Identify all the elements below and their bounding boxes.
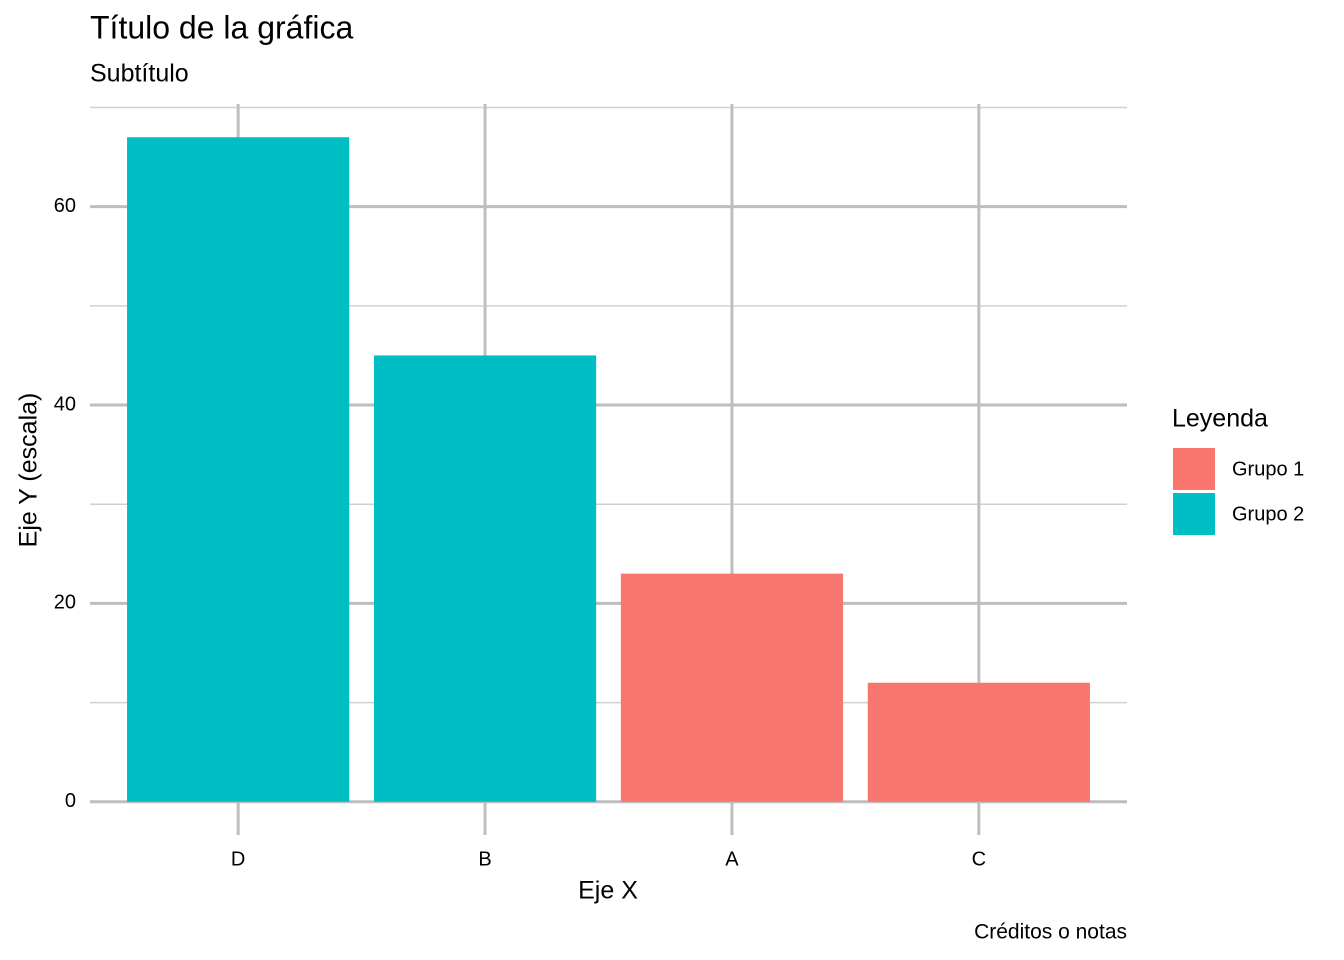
x-tick-label: D [231, 848, 245, 870]
y-tick-label: 20 [54, 592, 76, 614]
x-tick-label: C [972, 848, 986, 870]
y-axis-label: Eje Y (escala) [15, 393, 43, 548]
legend-title: Leyenda [1172, 405, 1268, 433]
x-tick-label: B [478, 848, 491, 870]
legend-key [1173, 493, 1215, 535]
y-tick-label: 60 [54, 195, 76, 217]
bar [867, 682, 1090, 802]
bar [620, 573, 844, 802]
x-axis-label: Eje X [578, 877, 638, 905]
caption: Créditos o notas [974, 921, 1127, 944]
legend-label: Grupo 2 [1232, 503, 1304, 525]
bar [373, 355, 597, 802]
y-tick-label: 0 [65, 790, 76, 812]
y-tick-label: 40 [54, 393, 76, 415]
chart-subtitle: Subtítulo [90, 60, 189, 88]
x-tick-label: A [725, 848, 739, 870]
chart-title: Título de la gráfica [90, 9, 353, 45]
legend-key [1173, 448, 1215, 490]
bar [127, 137, 350, 802]
legend-label: Grupo 1 [1232, 458, 1304, 480]
